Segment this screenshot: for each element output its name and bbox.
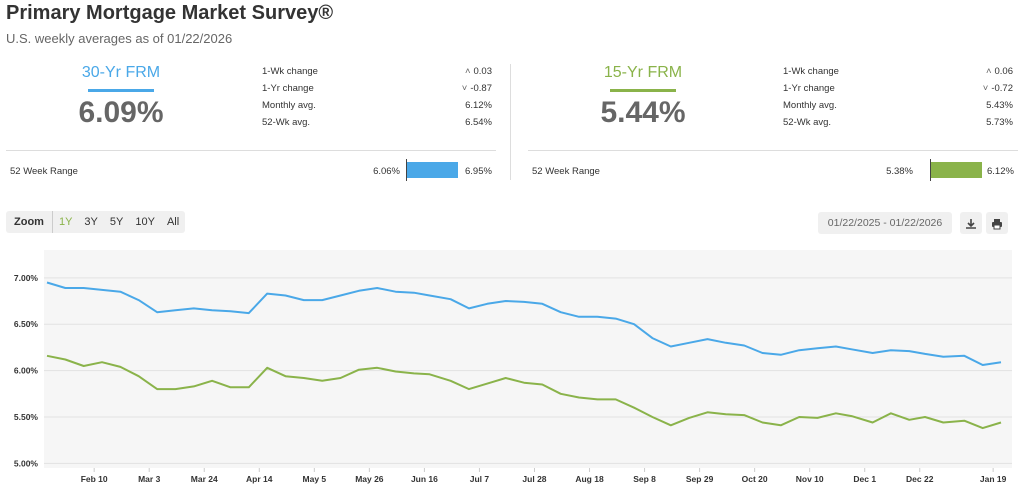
frm15-stat-row: Monthly avg. 5.43%	[783, 100, 1013, 117]
x-tick-label: Oct 20	[742, 474, 768, 484]
y-tick-label: 6.00%	[14, 366, 39, 376]
download-icon	[966, 218, 976, 229]
x-tick-label: Jan 19	[980, 474, 1007, 484]
page-title: Primary Mortgage Market Survey®	[6, 2, 334, 24]
frm30-stat-label: Monthly avg.	[262, 100, 316, 111]
frm30-label[interactable]: 30-Yr FRM	[81, 64, 161, 81]
frm30-stat-label: 1-Yr change	[262, 83, 314, 94]
print-button[interactable]	[986, 212, 1008, 234]
frm15-range-bar	[931, 162, 982, 178]
frm15-rate: 5.44%	[600, 96, 686, 129]
frm30-stat-row: 52-Wk avg. 6.54%	[262, 117, 492, 134]
x-tick-label: Jul 28	[522, 474, 546, 484]
download-button[interactable]	[960, 212, 982, 234]
y-tick-label: 5.50%	[14, 412, 39, 422]
frm15-stat-row: 1-Yr change ˅ -0.72	[783, 83, 1013, 100]
zoom-3y-button[interactable]: 3Y	[84, 216, 98, 228]
zoom-10y-button[interactable]: 10Y	[135, 216, 155, 228]
card-divider	[510, 64, 511, 180]
y-tick-label: 6.50%	[14, 319, 39, 329]
divider	[6, 150, 496, 151]
x-tick-label: May 26	[355, 474, 384, 484]
y-tick-label: 5.00%	[14, 458, 39, 468]
frm15-range-label: 52 Week Range	[532, 166, 600, 177]
frm15-stat-label: 52-Wk avg.	[783, 117, 832, 128]
frm30-underline	[88, 89, 154, 92]
frm30-stat-row: Monthly avg. 6.12%	[262, 100, 492, 117]
x-tick-label: Dec 22	[906, 474, 934, 484]
x-tick-label: Sep 29	[686, 474, 714, 484]
frm30-stat-value: ˅ -0.87	[461, 83, 492, 94]
frm30-stat-label: 1-Wk change	[262, 66, 318, 77]
frm30-stat-label: 52-Wk avg.	[262, 117, 311, 128]
frm30-stat-row: 1-Wk change ˄ 0.03	[262, 66, 492, 83]
zoom-1y-button[interactable]: 1Y	[58, 216, 73, 228]
frm30-range-low: 6.06%	[373, 166, 400, 177]
frm30-stat-value: 6.54%	[465, 117, 492, 128]
chevron-down-icon: ˅	[461, 83, 468, 94]
frm30-range-bar	[407, 162, 458, 178]
zoom-control: Zoom 1Y 3Y 5Y 10Y All	[6, 211, 186, 233]
chevron-up-icon: ˄	[985, 66, 992, 77]
frm15-stat-label: Monthly avg.	[783, 100, 837, 111]
x-tick-label: Nov 10	[796, 474, 824, 484]
frm15-range-low: 5.38%	[886, 166, 913, 177]
frm15-stat-label: 1-Yr change	[783, 83, 835, 94]
x-tick-label: Dec 1	[853, 474, 876, 484]
divider	[528, 150, 1018, 151]
frm15-stat-value: ˄ 0.06	[985, 66, 1013, 77]
frm30-stat-value: 6.12%	[465, 100, 492, 111]
frm15-range-current-marker	[930, 159, 931, 181]
zoom-all-button[interactable]: All	[166, 216, 180, 228]
frm30-stat-row: 1-Yr change ˅ -0.87	[262, 83, 492, 100]
frm15-stat-value: ˅ -0.72	[982, 83, 1013, 94]
frm15-stat-value: 5.43%	[986, 100, 1013, 111]
series-line-frm15	[46, 354, 1002, 430]
print-icon	[992, 218, 1002, 230]
zoom-5y-button[interactable]: 5Y	[109, 216, 124, 228]
x-tick-label: Jul 7	[470, 474, 490, 484]
x-tick-label: May 5	[303, 474, 327, 484]
frm15-underline	[610, 89, 676, 92]
x-tick-label: Apr 14	[246, 474, 273, 484]
x-tick-label: Aug 18	[575, 474, 604, 484]
frm15-stat-label: 1-Wk change	[783, 66, 839, 77]
frm30-rate: 6.09%	[78, 96, 164, 129]
plot-background	[44, 250, 1012, 468]
zoom-label: Zoom	[6, 211, 53, 233]
frm30-stat-value: ˄ 0.03	[464, 66, 492, 77]
frm15-stat-row: 52-Wk avg. 5.73%	[783, 117, 1013, 134]
rates-line-chart: 7.00% 6.50% 6.00% 5.50% 5.00% Feb 10 Mar 3 Mar …	[14, 250, 1012, 484]
frm30-range-high: 6.95%	[465, 166, 492, 177]
y-tick-label: 7.00%	[14, 273, 39, 283]
frm30-range-current-marker	[406, 159, 407, 181]
page-subtitle: U.S. weekly averages as of 01/22/2026	[6, 31, 233, 46]
chevron-down-icon: ˅	[982, 83, 989, 94]
frm15-label[interactable]: 15-Yr FRM	[603, 64, 683, 81]
x-tick-label: Feb 10	[81, 474, 108, 484]
frm15-range-high: 6.12%	[987, 166, 1014, 177]
frm15-stats: 1-Wk change ˄ 0.06 1-Yr change ˅ -0.72 Mon…	[783, 66, 1013, 134]
frm30-stats: 1-Wk change ˄ 0.03 1-Yr change ˅ -0.87 Mon…	[262, 66, 492, 134]
x-tick-label: Mar 24	[191, 474, 218, 484]
chevron-up-icon: ˄	[464, 66, 471, 77]
series-line-frm30	[46, 281, 1002, 366]
frm15-stat-row: 1-Wk change ˄ 0.06	[783, 66, 1013, 83]
frm30-range-label: 52 Week Range	[10, 166, 78, 177]
frm15-stat-value: 5.73%	[986, 117, 1013, 128]
x-tick-label: Sep 8	[633, 474, 656, 484]
x-tick-label: Mar 3	[138, 474, 160, 484]
x-tick-label: Jun 16	[411, 474, 438, 484]
date-range-input[interactable]: 01/22/2025 - 01/22/2026	[818, 212, 952, 234]
